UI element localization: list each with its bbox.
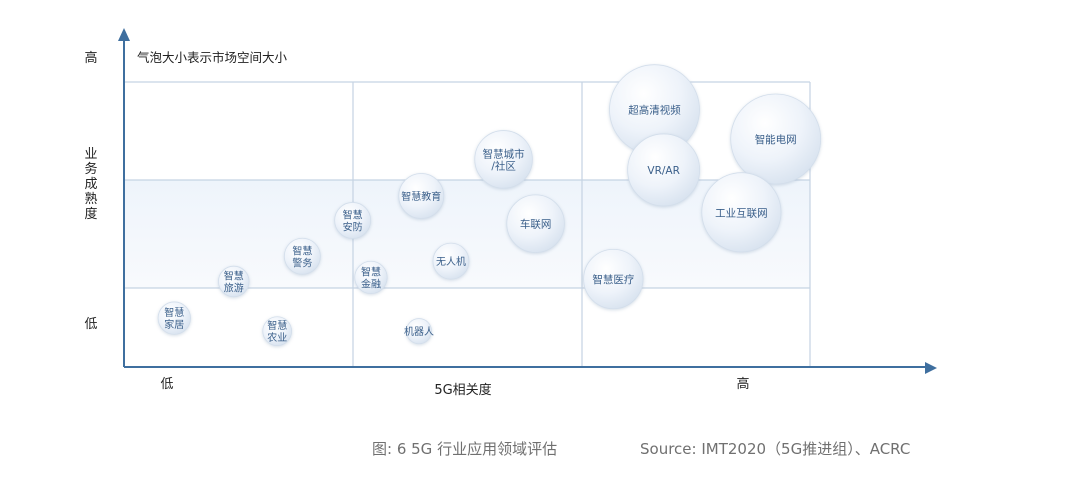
bubble-circle	[262, 316, 293, 346]
x-low-label: 低	[160, 377, 173, 392]
bubble-6: 智慧医疗	[583, 248, 644, 310]
bubble-label: 超高清视频	[628, 104, 681, 117]
bubble-2: VR/AR	[627, 133, 701, 207]
bubble-circle	[283, 237, 321, 275]
bubble-circle	[701, 172, 782, 253]
bubble-8: 智慧安防	[334, 202, 372, 239]
bubble-label: 智慧教育	[401, 190, 441, 203]
bubble-circle	[354, 260, 388, 295]
bubble-label: 智慧城市/社区	[483, 147, 525, 172]
bubble-circle	[474, 130, 533, 189]
bubble-12: 智慧旅游	[218, 265, 250, 298]
bubble-circle	[627, 133, 701, 207]
x-axis-arrow	[925, 362, 937, 374]
figure-caption: 图: 6 5G 行业应用领域评估	[372, 440, 558, 458]
bubble-size-note: 气泡大小表示市场空间大小	[137, 50, 288, 65]
bubble-circle	[334, 202, 372, 239]
bubble-9: 无人机	[432, 242, 470, 280]
bubble-label: 智慧金融	[361, 265, 381, 290]
bubble-label: 智慧医疗	[592, 273, 634, 286]
y-high-label: 高	[84, 50, 97, 66]
bubble-13: 智慧家居	[157, 301, 191, 335]
y-axis-title: 业务成熟度	[84, 147, 97, 222]
bubble-label: 智慧警务	[292, 244, 312, 269]
bubble-label: 智慧农业	[267, 319, 287, 344]
bubble-circle	[157, 301, 191, 335]
bubble-circle	[398, 173, 445, 219]
y-low-label: 低	[84, 317, 97, 332]
bubble-circle	[583, 248, 644, 310]
bubble-label: 智慧安防	[343, 208, 363, 233]
bubble-circle	[405, 318, 432, 345]
bubble-label: 智慧旅游	[224, 270, 244, 295]
bubble-4: 智慧城市/社区	[474, 130, 533, 189]
bubble-11: 智慧金融	[354, 260, 388, 295]
x-axis-title: 5G相关度	[434, 382, 491, 398]
bubble-circle	[506, 194, 565, 253]
bubble-3: 工业互联网	[701, 172, 782, 253]
bubble-label: 智能电网	[755, 133, 797, 146]
bubble-label: 工业互联网	[715, 207, 768, 219]
bubble-label: VR/AR	[647, 165, 680, 177]
bubble-10: 智慧警务	[283, 237, 321, 275]
bubble-5: 车联网	[506, 194, 565, 253]
x-high-label: 高	[736, 376, 749, 392]
bubble-7: 智慧教育	[398, 173, 445, 219]
bubble-label: 智慧家居	[164, 306, 184, 331]
bubble-circle	[218, 265, 250, 298]
source-caption: Source: IMT2020（5G推进组）、ACRC	[640, 440, 911, 458]
bubble-label: 机器人	[404, 325, 434, 338]
bubble-label: 车联网	[520, 218, 552, 231]
y-axis-arrow	[118, 28, 130, 41]
bubble-1: 智能电网	[730, 93, 822, 185]
bubble-14: 智慧农业	[262, 316, 293, 346]
bubble-label: 无人机	[436, 255, 466, 268]
bubble-circle	[730, 93, 822, 185]
bubble-circle	[432, 242, 470, 280]
bubble-15: 机器人	[404, 318, 434, 345]
